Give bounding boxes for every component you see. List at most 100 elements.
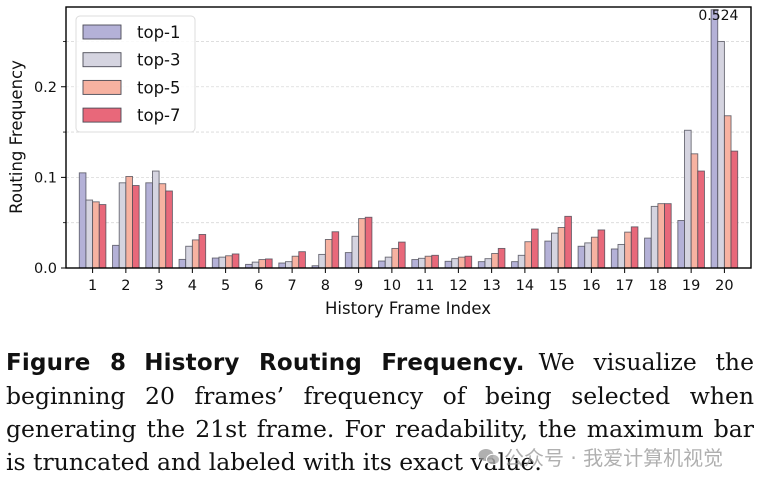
bar-top-3-frame-18: [650, 205, 659, 269]
bar-top-7-frame-9: [364, 216, 373, 269]
x-tick-label: 19: [682, 278, 700, 294]
routing-frequency-chart: 0.524 0.00.10.2 1 2 3 4 5 6 7 8 9 10 11 12 13 14 15 16 1…: [7, 6, 752, 318]
bar-top-3-frame-6: [251, 261, 260, 269]
bar-top-1-frame-18: [644, 237, 652, 269]
bar-top-7-frame-14: [531, 228, 539, 269]
bar-top-7-frame-5: [231, 253, 240, 269]
bar-top-5-frame-15: [557, 227, 566, 269]
bar-top-5-frame-6: [258, 259, 266, 269]
bar-top-1-frame-13: [477, 261, 486, 269]
x-tick-label: 1: [88, 278, 97, 294]
bar-top-5-frame-14: [524, 241, 532, 269]
max-value-label: 0.524: [698, 8, 738, 24]
bar-top-5-frame-3: [158, 183, 167, 269]
bar-top-1-frame-9: [344, 252, 353, 269]
bar-top-3-frame-20: [717, 40, 725, 269]
legend-swatch-top-1: [82, 24, 122, 40]
bar-top-3-frame-7: [285, 261, 293, 269]
legend-swatch-top-3: [82, 52, 122, 68]
legend: top-1 top-3 top-5 top-7: [75, 15, 196, 133]
bar-top-1-frame-3: [145, 182, 153, 269]
bar-top-7-frame-1: [98, 204, 107, 269]
bar-top-3-frame-1: [85, 199, 94, 269]
bar-top-1-frame-20: [710, 9, 719, 269]
bar-top-1-frame-4: [178, 258, 187, 269]
bar-top-5-frame-2: [125, 176, 133, 269]
bar-top-7-frame-10: [398, 241, 406, 269]
bar-top-3-frame-3: [152, 170, 160, 269]
wechat-icon: [478, 448, 500, 465]
bar-top-3-frame-13: [484, 258, 493, 269]
bar-top-7-frame-4: [198, 234, 207, 269]
bar-top-3-frame-14: [517, 254, 526, 269]
bar-top-1-frame-10: [378, 260, 386, 269]
bar-top-5-frame-19: [690, 153, 699, 269]
bar-top-7-frame-18: [664, 203, 672, 269]
x-tick-label: 9: [354, 278, 363, 294]
legend-swatch-top-7: [82, 107, 122, 123]
y-tick-label: 0.1: [34, 170, 57, 186]
bar-top-7-frame-6: [265, 258, 273, 269]
bar-top-1-frame-17: [610, 248, 619, 269]
bar-top-5-frame-20: [723, 115, 732, 269]
figure-number: Figure 8: [6, 350, 127, 376]
bar-top-7-frame-2: [132, 185, 140, 269]
x-tick-label: 6: [254, 278, 263, 294]
bar-top-7-frame-11: [431, 254, 439, 269]
watermark-text: 公众号 · 我爱计算机视觉: [504, 446, 724, 470]
bar-top-7-frame-7: [298, 251, 306, 269]
legend-label-top-3: top-3: [137, 51, 181, 70]
bar-top-1-frame-14: [511, 261, 519, 269]
bar-top-1-frame-1: [78, 172, 87, 269]
x-tick-label: 14: [516, 278, 534, 294]
bar-top-3-frame-19: [684, 129, 692, 269]
x-tick-label: 4: [188, 278, 197, 294]
y-axis-label: Routing Frequency: [7, 60, 26, 214]
bar-top-1-frame-11: [411, 259, 419, 269]
x-tick-label: 11: [416, 278, 434, 294]
bar-top-7-frame-16: [597, 229, 606, 269]
bar-top-3-frame-11: [418, 257, 426, 269]
x-axis: 1 2 3 4 5 6 7 8 9 10 11 12 13 14 15 16 17 18 19 20: [88, 268, 734, 294]
x-tick-label: 5: [221, 278, 230, 294]
bar-top-3-frame-2: [118, 182, 127, 269]
x-tick-label: 7: [287, 278, 296, 294]
bar-top-1-frame-19: [677, 220, 685, 269]
grid-lines: [66, 41, 751, 224]
legend-label-top-7: top-7: [137, 106, 181, 125]
x-tick-label: 16: [582, 278, 600, 294]
bar-top-5-frame-8: [324, 239, 333, 269]
bar-top-3-frame-16: [584, 242, 592, 269]
bar-top-1-frame-12: [444, 260, 453, 269]
x-axis-label: History Frame Index: [325, 299, 491, 318]
bar-top-1-frame-16: [577, 245, 586, 269]
bar-top-5-frame-13: [491, 253, 499, 269]
x-tick-label: 2: [121, 278, 130, 294]
bar-top-1-frame-2: [112, 244, 120, 269]
bar-top-7-frame-15: [564, 215, 572, 269]
bar-top-5-frame-18: [657, 203, 665, 269]
bar-top-5-frame-4: [191, 239, 200, 269]
bar-top-7-frame-13: [497, 247, 506, 269]
x-tick-label: 17: [615, 278, 633, 294]
x-tick-label: 18: [649, 278, 667, 294]
bar-top-3-frame-5: [218, 256, 227, 269]
annotations: 0.524: [698, 8, 738, 24]
legend-box: [75, 15, 196, 133]
legend-label-top-1: top-1: [137, 23, 181, 42]
bar-top-3-frame-17: [617, 243, 626, 269]
bar-top-5-frame-16: [590, 236, 599, 269]
x-tick-label: 3: [154, 278, 163, 294]
bar-top-1-frame-15: [544, 240, 552, 269]
legend-swatch-top-5: [82, 79, 122, 95]
bar-top-5-frame-11: [424, 255, 433, 269]
bar-top-7-frame-12: [464, 255, 473, 269]
figure-caption: Figure 8 History Routing Frequency. We vis…: [6, 346, 754, 479]
bar-top-1-frame-5: [211, 257, 220, 269]
x-tick-label: 12: [449, 278, 467, 294]
bar-top-5-frame-1: [92, 201, 100, 269]
bar-top-3-frame-15: [551, 232, 559, 269]
bar-top-3-frame-12: [451, 258, 459, 269]
bar-top-7-frame-20: [730, 150, 739, 269]
bar-top-1-frame-7: [278, 262, 286, 269]
